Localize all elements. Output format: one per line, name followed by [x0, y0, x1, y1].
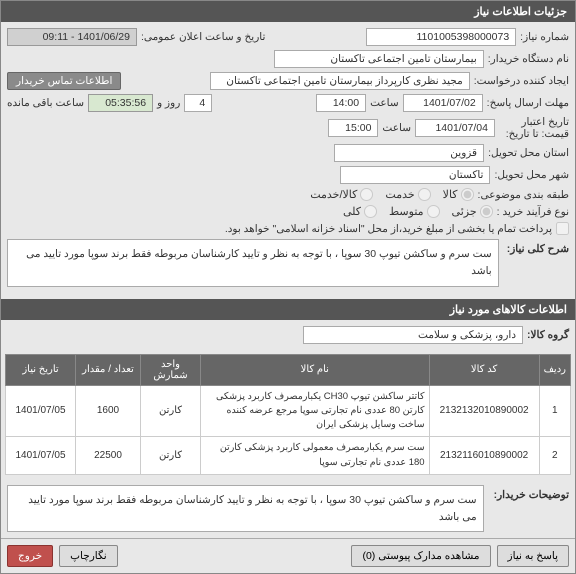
- deadline-date-field: 1401/07/02: [403, 94, 483, 112]
- goods-section-header: اطلاعات کالاهای مورد نیاز: [1, 299, 575, 320]
- valid-date-field: 1401/07/04: [415, 119, 495, 137]
- contact-info-button[interactable]: اطلاعات تماس خریدار: [7, 72, 121, 90]
- cell-unit: کارتن: [141, 385, 201, 437]
- class-radio-goods[interactable]: کالا: [443, 188, 474, 201]
- panel-title: جزئیات اطلاعات نیاز: [1, 1, 575, 22]
- cell-idx: 1: [539, 385, 570, 437]
- cell-name: کاتتر ساکشن تیوپ CH30 یکبارمصرف کاربرد پ…: [201, 385, 430, 437]
- treasury-checkbox: [556, 222, 569, 235]
- th-date: تاریخ نیاز: [6, 354, 76, 385]
- hour-label-2: ساعت: [382, 122, 411, 134]
- time-remaining-field: 05:35:56: [88, 94, 153, 112]
- cell-unit: کارتن: [141, 437, 201, 475]
- buyer-org-field: بیمارستان تامین اجتماعی تاکستان: [274, 50, 484, 68]
- th-name: نام کالا: [201, 354, 430, 385]
- city-field: تاکستان: [340, 166, 490, 184]
- remaining-label: ساعت باقی مانده: [7, 97, 84, 109]
- announce-field: 1401/06/29 - 09:11: [7, 28, 137, 46]
- requester-field: مجید نظری کارپرداز بیمارستان تامین اجتما…: [210, 72, 470, 90]
- announce-label: تاریخ و ساعت اعلان عمومی:: [141, 31, 265, 43]
- print-button[interactable]: نگارچاپ: [59, 545, 118, 567]
- goods-group-field: دارو، پزشکی و سلامت: [303, 326, 523, 344]
- and-day-label: روز و: [157, 97, 180, 109]
- need-no-label: شماره نیاز:: [520, 31, 569, 43]
- deadline-time-field: 14:00: [316, 94, 366, 112]
- table-row[interactable]: 12132132010890002کاتتر ساکشن تیوپ CH30 ی…: [6, 385, 571, 437]
- th-unit: واحد شمارش: [141, 354, 201, 385]
- general-desc-box: ست سرم و ساکشن تیوپ 30 سوپا ، با توجه به…: [7, 239, 499, 287]
- buyer-notes-box: ست سرم و ساکشن تیوپ 30 سوپا ، با توجه به…: [7, 485, 484, 533]
- reply-button[interactable]: پاسخ به نیاز: [497, 545, 569, 567]
- th-row: ردیف: [539, 354, 570, 385]
- province-label: استان محل تحویل:: [488, 147, 569, 159]
- purchase-radio-major[interactable]: کلی: [343, 205, 377, 218]
- cell-name: ست سرم یکبارمصرف معمولی کاربرد پزشکی کار…: [201, 437, 430, 475]
- details-panel: جزئیات اطلاعات نیاز شماره نیاز: 11010053…: [0, 0, 576, 574]
- hour-label-1: ساعت: [370, 97, 399, 109]
- purchase-radio-minor[interactable]: جزئی: [452, 205, 493, 218]
- valid-from-label: تاریخ اعتبار قیمت: تا تاریخ:: [499, 116, 569, 140]
- payment-note: پرداخت تمام یا بخشی از مبلغ خرید،از محل …: [225, 223, 552, 235]
- city-label: شهر محل تحویل:: [494, 169, 569, 181]
- goods-table: ردیف کد کالا نام کالا واحد شمارش تعداد /…: [5, 354, 571, 475]
- form-body: شماره نیاز: 1101005398000073 تاریخ و ساع…: [1, 22, 575, 297]
- footer-bar: پاسخ به نیاز مشاهده مدارک پیوستی (0) نگا…: [1, 538, 575, 573]
- classification-radio-group: کالا خدمت کالا/خدمت: [310, 188, 473, 201]
- cell-idx: 2: [539, 437, 570, 475]
- cell-date: 1401/07/05: [6, 385, 76, 437]
- cell-qty: 1600: [76, 385, 141, 437]
- table-row[interactable]: 22132116010890002ست سرم یکبارمصرف معمولی…: [6, 437, 571, 475]
- province-field: قزوین: [334, 144, 484, 162]
- purchase-type-label: نوع فرآیند خرید :: [497, 206, 569, 218]
- buyer-notes-row: توضیحات خریدار: ست سرم و ساکشن تیوپ 30 س…: [1, 479, 575, 539]
- goods-group-label: گروه کالا:: [527, 329, 569, 341]
- buyer-notes-label: توضیحات خریدار:: [494, 485, 569, 533]
- cell-date: 1401/07/05: [6, 437, 76, 475]
- exit-button[interactable]: خروج: [7, 545, 53, 567]
- purchase-radio-medium[interactable]: متوسط: [389, 205, 440, 218]
- deadline-label: مهلت ارسال پاسخ:: [487, 97, 569, 109]
- class-radio-service[interactable]: خدمت: [385, 188, 430, 201]
- need-no-field: 1101005398000073: [366, 28, 516, 46]
- cell-qty: 22500: [76, 437, 141, 475]
- classification-label: طبقه بندی موضوعی:: [478, 189, 569, 201]
- th-code: کد کالا: [429, 354, 539, 385]
- cell-code: 2132116010890002: [429, 437, 539, 475]
- general-desc-label: شرح کلی نیاز:: [507, 239, 569, 255]
- days-remaining-field: 4: [184, 94, 212, 112]
- buyer-org-label: نام دستگاه خریدار:: [488, 53, 569, 65]
- requester-label: ایجاد کننده درخواست:: [474, 75, 569, 87]
- valid-time-field: 15:00: [328, 119, 378, 137]
- cell-code: 2132132010890002: [429, 385, 539, 437]
- goods-table-area: ستاد ۰۲۱-۴۱۹۳۴ ردیف کد کالا نام کالا واح…: [1, 350, 575, 479]
- purchase-radio-group: جزئی متوسط کلی: [343, 205, 493, 218]
- th-qty: تعداد / مقدار: [76, 354, 141, 385]
- attachments-button[interactable]: مشاهده مدارک پیوستی (0): [351, 545, 490, 567]
- class-radio-both[interactable]: کالا/خدمت: [310, 188, 373, 201]
